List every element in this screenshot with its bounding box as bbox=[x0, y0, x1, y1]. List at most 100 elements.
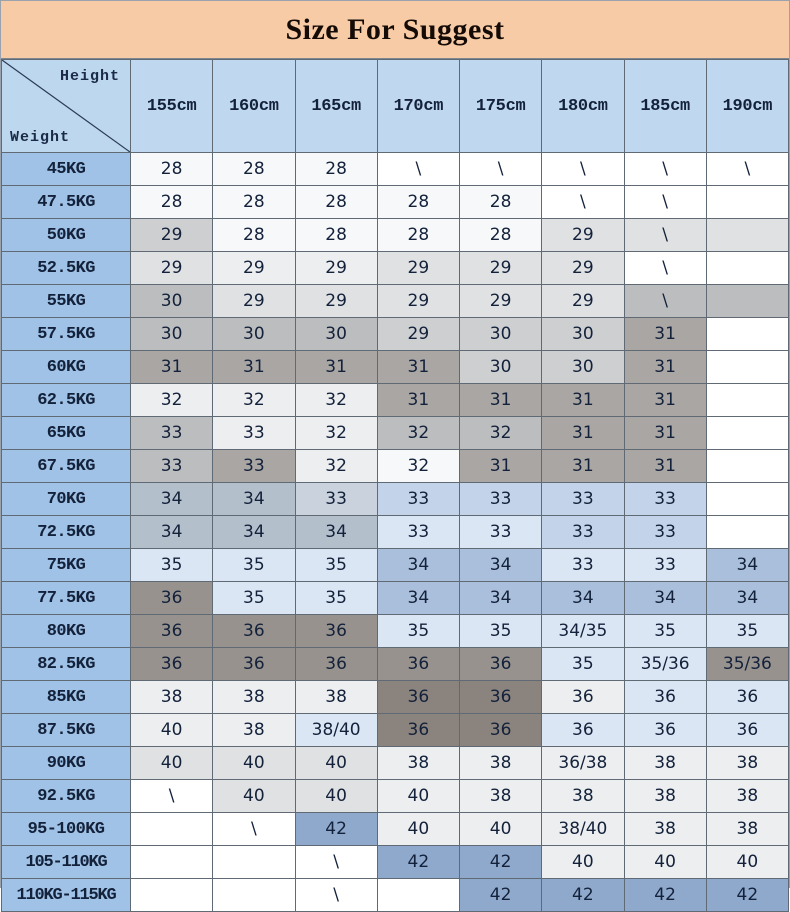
size-cell-62.5KG-190cm bbox=[705, 383, 790, 417]
size-cell-47.5KG-185cm: \ bbox=[623, 185, 707, 219]
size-cell-67.5KG-185cm: 31 bbox=[623, 449, 707, 483]
row-header-47.5KG: 47.5KG bbox=[1, 185, 131, 219]
size-cell-77.5KG-155cm: 36 bbox=[129, 581, 214, 615]
size-cell-72.5KG-160cm: 34 bbox=[212, 515, 296, 549]
row-header-80KG: 80KG bbox=[1, 614, 131, 648]
size-cell-82.5KG-160cm: 36 bbox=[212, 647, 296, 681]
row-header-82.5KG: 82.5KG bbox=[1, 647, 131, 681]
table-row: 62.5KG 32 32 32 31 31 31 31 bbox=[1, 383, 790, 417]
size-cell-105-110KG-155cm bbox=[129, 845, 214, 879]
size-cell-77.5KG-190cm: 34 bbox=[705, 581, 790, 615]
size-cell-95-100KG-185cm: 38 bbox=[623, 812, 707, 846]
table-row: 60KG 31 31 31 31 30 30 31 bbox=[1, 350, 790, 384]
size-cell-65KG-190cm bbox=[705, 416, 790, 450]
size-cell-47.5KG-170cm: 28 bbox=[376, 185, 461, 219]
size-cell-52.5KG-175cm: 29 bbox=[458, 251, 543, 285]
size-cell-60KG-175cm: 30 bbox=[458, 350, 543, 384]
size-cell-67.5KG-170cm: 32 bbox=[376, 449, 461, 483]
size-cell-55KG-170cm: 29 bbox=[376, 284, 461, 318]
size-cell-55KG-175cm: 29 bbox=[458, 284, 543, 318]
table-row: 92.5KG \ 40 40 40 38 38 38 38 bbox=[1, 779, 790, 813]
size-cell-45KG-185cm: \ bbox=[623, 152, 707, 186]
table-row: 47.5KG 28 28 28 28 28 \ \ bbox=[1, 185, 790, 219]
size-cell-90KG-185cm: 38 bbox=[623, 746, 707, 780]
size-cell-50KG-190cm bbox=[705, 218, 790, 252]
table-row: 95-100KG \ 42 40 40 38/40 38 38 bbox=[1, 812, 790, 846]
size-cell-60KG-155cm: 31 bbox=[129, 350, 214, 384]
size-cell-52.5KG-180cm: 29 bbox=[541, 251, 625, 285]
size-cell-82.5KG-185cm: 35/36 bbox=[623, 647, 707, 681]
size-cell-87.5KG-155cm: 40 bbox=[129, 713, 214, 747]
size-cell-70KG-160cm: 34 bbox=[212, 482, 296, 516]
row-header-57.5KG: 57.5KG bbox=[1, 317, 131, 351]
row-header-87.5KG: 87.5KG bbox=[1, 713, 131, 747]
size-cell-77.5KG-165cm: 35 bbox=[294, 581, 378, 615]
table-row: 87.5KG 40 38 38/40 36 36 36 36 36 bbox=[1, 713, 790, 747]
size-cell-72.5KG-175cm: 33 bbox=[458, 515, 543, 549]
size-cell-65KG-160cm: 33 bbox=[212, 416, 296, 450]
table-row: 77.5KG 36 35 35 34 34 34 34 34 bbox=[1, 581, 790, 615]
row-header-95-100KG: 95-100KG bbox=[1, 812, 131, 846]
size-cell-82.5KG-165cm: 36 bbox=[294, 647, 378, 681]
size-cell-87.5KG-185cm: 36 bbox=[623, 713, 707, 747]
size-cell-47.5KG-155cm: 28 bbox=[129, 185, 214, 219]
size-cell-105-110KG-175cm: 42 bbox=[458, 845, 543, 879]
row-header-55KG: 55KG bbox=[1, 284, 131, 318]
size-cell-87.5KG-170cm: 36 bbox=[376, 713, 461, 747]
size-cell-92.5KG-155cm: \ bbox=[129, 779, 214, 813]
size-cell-65KG-155cm: 33 bbox=[129, 416, 214, 450]
size-cell-75KG-165cm: 35 bbox=[294, 548, 378, 582]
size-cell-90KG-165cm: 40 bbox=[294, 746, 378, 780]
size-cell-90KG-170cm: 38 bbox=[376, 746, 461, 780]
column-header-160cm: 160cm bbox=[212, 59, 296, 153]
size-cell-105-110KG-180cm: 40 bbox=[541, 845, 625, 879]
size-cell-110KG-115KG-180cm: 42 bbox=[541, 878, 625, 912]
size-cell-70KG-165cm: 33 bbox=[294, 482, 378, 516]
size-cell-60KG-170cm: 31 bbox=[376, 350, 461, 384]
size-cell-67.5KG-155cm: 33 bbox=[129, 449, 214, 483]
size-cell-80KG-170cm: 35 bbox=[376, 614, 461, 648]
size-cell-90KG-175cm: 38 bbox=[458, 746, 543, 780]
size-cell-62.5KG-155cm: 32 bbox=[129, 383, 214, 417]
size-cell-55KG-180cm: 29 bbox=[541, 284, 625, 318]
size-cell-80KG-180cm: 34/35 bbox=[541, 614, 625, 648]
size-cell-95-100KG-190cm: 38 bbox=[705, 812, 790, 846]
size-cell-87.5KG-165cm: 38/40 bbox=[294, 713, 378, 747]
size-cell-57.5KG-160cm: 30 bbox=[212, 317, 296, 351]
table-row: 45KG 28 28 28 \ \ \ \ \ bbox=[1, 152, 790, 186]
size-cell-92.5KG-190cm: 38 bbox=[705, 779, 790, 813]
size-cell-55KG-165cm: 29 bbox=[294, 284, 378, 318]
size-cell-62.5KG-180cm: 31 bbox=[541, 383, 625, 417]
size-cell-85KG-175cm: 36 bbox=[458, 680, 543, 714]
size-cell-65KG-170cm: 32 bbox=[376, 416, 461, 450]
size-cell-60KG-165cm: 31 bbox=[294, 350, 378, 384]
size-cell-80KG-190cm: 35 bbox=[705, 614, 790, 648]
size-cell-110KG-115KG-160cm bbox=[212, 878, 296, 912]
size-cell-75KG-175cm: 34 bbox=[458, 548, 543, 582]
table-row: 70KG 34 34 33 33 33 33 33 bbox=[1, 482, 790, 516]
size-cell-45KG-190cm: \ bbox=[705, 152, 790, 186]
size-cell-52.5KG-170cm: 29 bbox=[376, 251, 461, 285]
size-cell-110KG-115KG-190cm: 42 bbox=[705, 878, 790, 912]
row-header-77.5KG: 77.5KG bbox=[1, 581, 131, 615]
size-cell-110KG-115KG-165cm: \ bbox=[294, 878, 378, 912]
size-cell-45KG-155cm: 28 bbox=[129, 152, 214, 186]
size-cell-92.5KG-185cm: 38 bbox=[623, 779, 707, 813]
size-cell-82.5KG-175cm: 36 bbox=[458, 647, 543, 681]
size-cell-90KG-190cm: 38 bbox=[705, 746, 790, 780]
size-cell-85KG-155cm: 38 bbox=[129, 680, 214, 714]
size-cell-45KG-175cm: \ bbox=[458, 152, 543, 186]
size-cell-95-100KG-175cm: 40 bbox=[458, 812, 543, 846]
column-header-165cm: 165cm bbox=[294, 59, 378, 153]
diagonal-divider-icon bbox=[2, 60, 130, 152]
size-cell-65KG-185cm: 31 bbox=[623, 416, 707, 450]
size-cell-95-100KG-165cm: 42 bbox=[294, 812, 378, 846]
size-cell-45KG-165cm: 28 bbox=[294, 152, 378, 186]
table-row: 110KG-115KG \ 42 42 42 42 bbox=[1, 878, 790, 912]
size-cell-80KG-185cm: 35 bbox=[623, 614, 707, 648]
size-cell-105-110KG-170cm: 42 bbox=[376, 845, 461, 879]
size-cell-52.5KG-190cm bbox=[705, 251, 790, 285]
row-header-50KG: 50KG bbox=[1, 218, 131, 252]
size-cell-50KG-175cm: 28 bbox=[458, 218, 543, 252]
